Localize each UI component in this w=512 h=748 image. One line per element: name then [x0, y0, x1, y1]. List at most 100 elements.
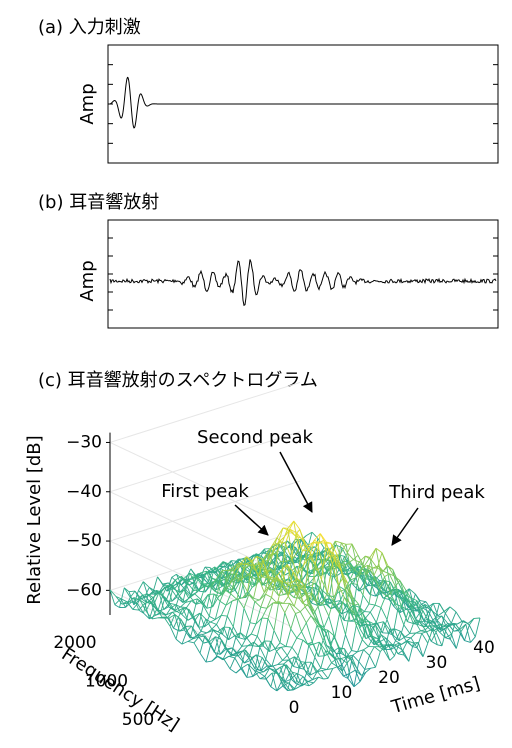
mesh-line	[279, 536, 285, 542]
mesh-line	[355, 618, 362, 626]
mesh-line	[399, 630, 407, 642]
mesh-line	[299, 529, 307, 545]
mesh-line	[303, 538, 311, 548]
mesh-line	[312, 676, 319, 681]
mesh-line	[258, 672, 266, 677]
mesh-line	[306, 672, 313, 681]
mesh-line	[343, 608, 350, 621]
mesh-line	[356, 567, 363, 585]
mesh-line	[290, 673, 298, 680]
mesh-line	[187, 640, 195, 644]
mesh-line	[176, 607, 184, 612]
mesh-line	[196, 598, 204, 606]
mesh-line	[373, 575, 381, 590]
mesh-line	[386, 566, 392, 595]
mesh-line	[322, 640, 330, 654]
mesh-line	[272, 664, 278, 667]
mesh-line	[299, 611, 307, 624]
mesh-line	[145, 610, 153, 620]
mesh-line	[280, 564, 288, 572]
mesh-line	[311, 602, 318, 606]
mesh-line	[177, 607, 184, 618]
mesh-line	[435, 632, 443, 646]
mesh-line	[409, 588, 416, 595]
mesh-line	[270, 640, 277, 652]
mesh-line	[277, 673, 284, 687]
mesh-line	[267, 602, 274, 619]
mesh-line	[115, 596, 123, 605]
mesh-line	[176, 611, 183, 615]
mesh-line	[249, 553, 257, 561]
mesh-line	[421, 601, 427, 605]
mesh-line	[234, 578, 242, 591]
mesh-line	[210, 621, 217, 625]
grid-line	[109, 529, 301, 591]
mesh-line	[180, 606, 187, 609]
mesh-line	[173, 617, 179, 629]
mesh-line	[309, 657, 316, 676]
mesh-line	[228, 570, 235, 572]
freq-tick-label: 2000	[53, 633, 96, 653]
mesh-line	[219, 589, 226, 602]
mesh-line	[281, 646, 287, 648]
mesh-line	[257, 668, 264, 673]
mesh-line	[169, 602, 176, 606]
mesh-line	[224, 627, 231, 648]
mesh-line	[235, 564, 241, 577]
mesh-line	[369, 646, 375, 656]
mesh-line	[230, 576, 236, 594]
mesh-line	[378, 565, 385, 577]
mesh-line	[364, 587, 371, 595]
mesh-line	[256, 555, 264, 561]
mesh-line	[353, 559, 360, 563]
mesh-line	[296, 673, 304, 677]
mesh-line	[327, 629, 335, 636]
mesh-line	[404, 636, 412, 639]
mesh-line	[338, 647, 344, 677]
mesh-line	[348, 562, 355, 571]
mesh-line	[213, 593, 221, 602]
mesh-line	[385, 637, 393, 645]
mesh-line	[180, 602, 186, 608]
mesh-line	[301, 631, 308, 645]
mesh-line	[187, 582, 194, 591]
mesh-line	[194, 620, 202, 632]
mesh-line	[348, 559, 354, 564]
mesh-line	[200, 630, 208, 634]
mesh-line	[224, 579, 230, 594]
mesh-line	[138, 609, 144, 614]
mesh-line	[257, 577, 265, 593]
mesh-line	[298, 589, 306, 608]
mesh-line	[289, 688, 295, 691]
mesh-line	[234, 571, 242, 574]
mesh-line	[420, 630, 427, 633]
grid-line	[109, 540, 291, 627]
mesh-line	[171, 573, 177, 578]
mesh-line	[449, 623, 456, 640]
mesh-line	[345, 608, 351, 635]
mesh-line	[430, 632, 437, 642]
mesh-line	[388, 628, 395, 634]
mesh-line	[363, 649, 370, 656]
mesh-line	[273, 601, 280, 631]
mesh-line	[202, 594, 209, 606]
annotation: Third peak	[388, 482, 485, 503]
mesh-line	[327, 630, 333, 653]
mesh-line	[307, 679, 313, 683]
mesh-line	[403, 610, 409, 626]
mesh-line	[357, 649, 364, 653]
mesh-line	[358, 603, 365, 619]
mesh-line	[365, 667, 372, 673]
mesh-line	[363, 646, 369, 651]
mesh-line	[346, 543, 353, 554]
mesh-line	[449, 638, 457, 649]
mesh-line	[361, 671, 367, 676]
mesh-line	[346, 650, 352, 657]
mesh-line	[199, 635, 206, 654]
mesh-line	[337, 666, 343, 672]
mesh-line	[283, 659, 289, 665]
mesh-line	[188, 609, 196, 621]
mesh-line	[212, 629, 220, 636]
mesh-line	[169, 586, 175, 590]
mesh-line	[341, 662, 348, 672]
